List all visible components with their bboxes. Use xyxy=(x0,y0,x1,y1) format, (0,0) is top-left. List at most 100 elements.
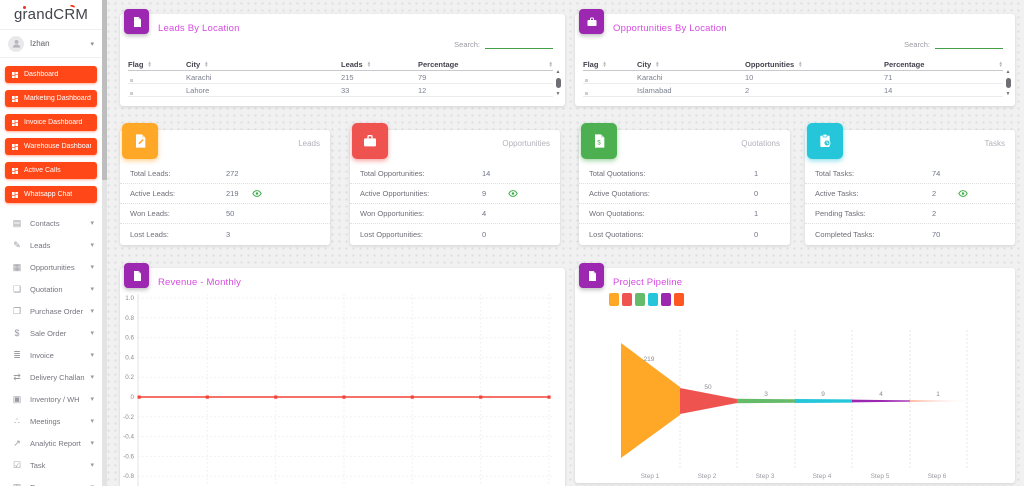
briefcase-icon xyxy=(587,17,596,26)
scroll-down-icon[interactable]: ▼ xyxy=(1005,91,1011,97)
note-icon xyxy=(133,270,141,281)
stat-row: Won Leads: 50 xyxy=(120,204,330,224)
briefcase-icon: ▦ xyxy=(12,261,22,272)
scrollbar-thumb[interactable] xyxy=(555,78,561,88)
chevron-down-icon: ▾ xyxy=(90,440,94,447)
chevron-down-icon: ▾ xyxy=(90,462,94,469)
y-tick: 0.4 xyxy=(125,354,134,361)
legend-step-4[interactable] xyxy=(648,293,658,306)
funnel-seg-step-5[interactable] xyxy=(852,399,910,403)
project-pipeline-card: Project Pipeline xyxy=(575,263,1015,483)
search-input[interactable] xyxy=(935,39,1003,49)
sidebar-item-expenses[interactable]: ▥Expenses▾ xyxy=(0,476,102,486)
funnel-value: 1 xyxy=(936,391,940,398)
view-eye-icon[interactable] xyxy=(958,190,968,197)
col-header-opportunities[interactable]: Opportunities ▲ ▼ xyxy=(745,59,803,69)
table-row[interactable]: Lahore 33 12 xyxy=(128,84,553,97)
delivery-icon: ⇄ xyxy=(13,371,21,382)
sidebar-item-opportunities[interactable]: ▦ Opportunities ▾ xyxy=(0,256,102,278)
module-nav: ▤ Contacts ▾ ✎ Leads ▾ ▦ Opportunities ▾ ❏ Quot… xyxy=(0,212,102,486)
funnel-seg-step-1[interactable] xyxy=(621,343,680,458)
col-header-flag[interactable]: Flag ▲ ▼ xyxy=(583,59,607,69)
funnel-seg-step-2[interactable] xyxy=(680,388,737,414)
legend-step-6[interactable] xyxy=(674,293,684,306)
revenue-monthly-card: Revenue - Monthly 1.0 0.8 0.6 0.4 0.2 0 xyxy=(120,263,565,486)
sidebar-scrollbar-thumb[interactable] xyxy=(102,0,107,180)
sidebar-item-meetings[interactable]: ∴ Meetings ▾ xyxy=(0,410,102,432)
chevron-down-icon: ▾ xyxy=(90,418,94,425)
col-header-city[interactable]: City ▲ ▼ xyxy=(186,59,209,69)
col-header-city[interactable]: City ▲ ▼ xyxy=(637,59,660,69)
sort-icon: ▲ ▼ xyxy=(548,59,553,68)
stat-row: Lost Opportunities: 0 xyxy=(360,229,487,239)
sidebar-item-analytic-report[interactable]: ↗ Analytic Report ▾ xyxy=(0,432,102,454)
app-logo[interactable]: grandCRM xyxy=(0,0,102,30)
sidebar-item-quotation[interactable]: ❏ Quotation ▾ xyxy=(0,278,102,300)
table-search: Search: xyxy=(454,39,553,49)
legend-step-2[interactable] xyxy=(622,293,632,306)
sidebar-item-task[interactable]: ☑ Task ▾ xyxy=(0,454,102,476)
leads-by-location-card: Leads By Location Search: Flag ▲ ▼ City ▲ ▼ … xyxy=(120,9,565,106)
scrollbar-thumb[interactable] xyxy=(1005,78,1011,88)
funnel-seg-step-3[interactable] xyxy=(737,398,795,404)
y-tick: 0 xyxy=(130,394,134,401)
funnel-value: 3 xyxy=(764,391,768,398)
scroll-up-icon[interactable]: ▲ xyxy=(555,69,561,75)
sidebar-item-contacts[interactable]: ▤ Contacts ▾ xyxy=(0,212,102,234)
y-tick: -0.6 xyxy=(123,453,134,460)
col-header-flag[interactable]: Flag ▲ ▼ xyxy=(128,59,152,69)
sidebar-item-delivery-challan[interactable]: ⇄ Delivery Challan ▾ xyxy=(0,366,102,388)
sidebar-item-invoice-dashboard[interactable]: Invoice Dashboard xyxy=(5,114,97,131)
leads-icon: ✎ xyxy=(13,239,21,250)
opportunities-stat-icon xyxy=(352,123,388,159)
x-tick: Step 2 xyxy=(698,473,717,480)
revenue-card-icon xyxy=(124,263,149,288)
sidebar-item-leads[interactable]: ✎ Leads ▾ xyxy=(0,234,102,256)
tasks-stat-icon xyxy=(807,123,843,159)
inventory-icon: ▣ xyxy=(12,393,22,404)
sidebar-item-dashboard[interactable]: Dashboard xyxy=(5,66,97,83)
quote-doc-icon: $ xyxy=(595,134,605,148)
view-eye-icon[interactable] xyxy=(252,190,262,197)
scroll-down-icon[interactable]: ▼ xyxy=(555,91,561,97)
sidebar-item-warehouse-dashboard[interactable]: Warehouse Dashboard xyxy=(5,138,97,155)
sidebar-item-sale-order[interactable]: $ Sale Order ▾ xyxy=(0,322,102,344)
stat-row: Pending Tasks: 2 xyxy=(805,204,1015,224)
sort-icon: ▲ ▼ xyxy=(366,59,372,68)
dashboard-grid-icon xyxy=(11,191,19,199)
col-header-percentage[interactable]: Percentage xyxy=(418,59,459,69)
sidebar-item-inventory-wh[interactable]: ▣ Inventory / WH ▾ xyxy=(0,388,102,410)
stat-row: Total Opportunities: 14 xyxy=(350,164,560,184)
col-header-extra[interactable]: ▲ ▼ xyxy=(991,60,1003,68)
chevron-down-icon: ▾ xyxy=(90,220,94,227)
chevron-down-icon: ▾ xyxy=(90,483,94,486)
view-eye-icon[interactable] xyxy=(508,190,518,197)
table-row[interactable]: Islamabad 2 14 xyxy=(583,84,1003,97)
table-scrollbar[interactable]: ▲ ▼ xyxy=(554,69,562,97)
funnel-seg-step-4[interactable] xyxy=(795,399,852,403)
dashboard-grid-icon xyxy=(11,167,19,175)
sidebar-item-invoice[interactable]: ≣ Invoice ▾ xyxy=(0,344,102,366)
table-row[interactable]: Karachi 10 71 xyxy=(583,71,1003,84)
svg-text:$: $ xyxy=(597,140,601,146)
sidebar-item-purchase-order[interactable]: ❐ Purchase Order ▾ xyxy=(0,300,102,322)
chevron-down-icon: ▾ xyxy=(90,330,94,337)
legend-step-1[interactable] xyxy=(609,293,619,306)
table-row[interactable]: Karachi 215 79 xyxy=(128,71,553,84)
user-menu[interactable]: Izhan ▾ xyxy=(0,30,102,58)
sidebar-scrollbar[interactable] xyxy=(102,0,107,486)
legend-step-3[interactable] xyxy=(635,293,645,306)
funnel-seg-step-6[interactable] xyxy=(910,400,973,402)
sidebar-item-active-calls[interactable]: Active Calls xyxy=(5,162,97,179)
scroll-up-icon[interactable]: ▲ xyxy=(1005,69,1011,75)
col-header-percentage[interactable]: Percentage xyxy=(884,59,925,69)
sidebar-item-whatsapp-chat[interactable]: Whatsapp Chat xyxy=(5,186,97,203)
table-scrollbar[interactable]: ▲ ▼ xyxy=(1004,69,1012,97)
sidebar-item-marketing-dashboard[interactable]: Marketing Dashboard xyxy=(5,90,97,107)
sort-icon: ▲ ▼ xyxy=(204,59,209,68)
col-header-leads[interactable]: Leads ▲ ▼ xyxy=(341,59,372,69)
stat-card-label: Tasks xyxy=(984,139,1005,148)
legend-step-5[interactable] xyxy=(661,293,671,306)
search-input[interactable] xyxy=(485,39,553,49)
col-header-extra[interactable]: ▲ ▼ xyxy=(541,59,553,68)
